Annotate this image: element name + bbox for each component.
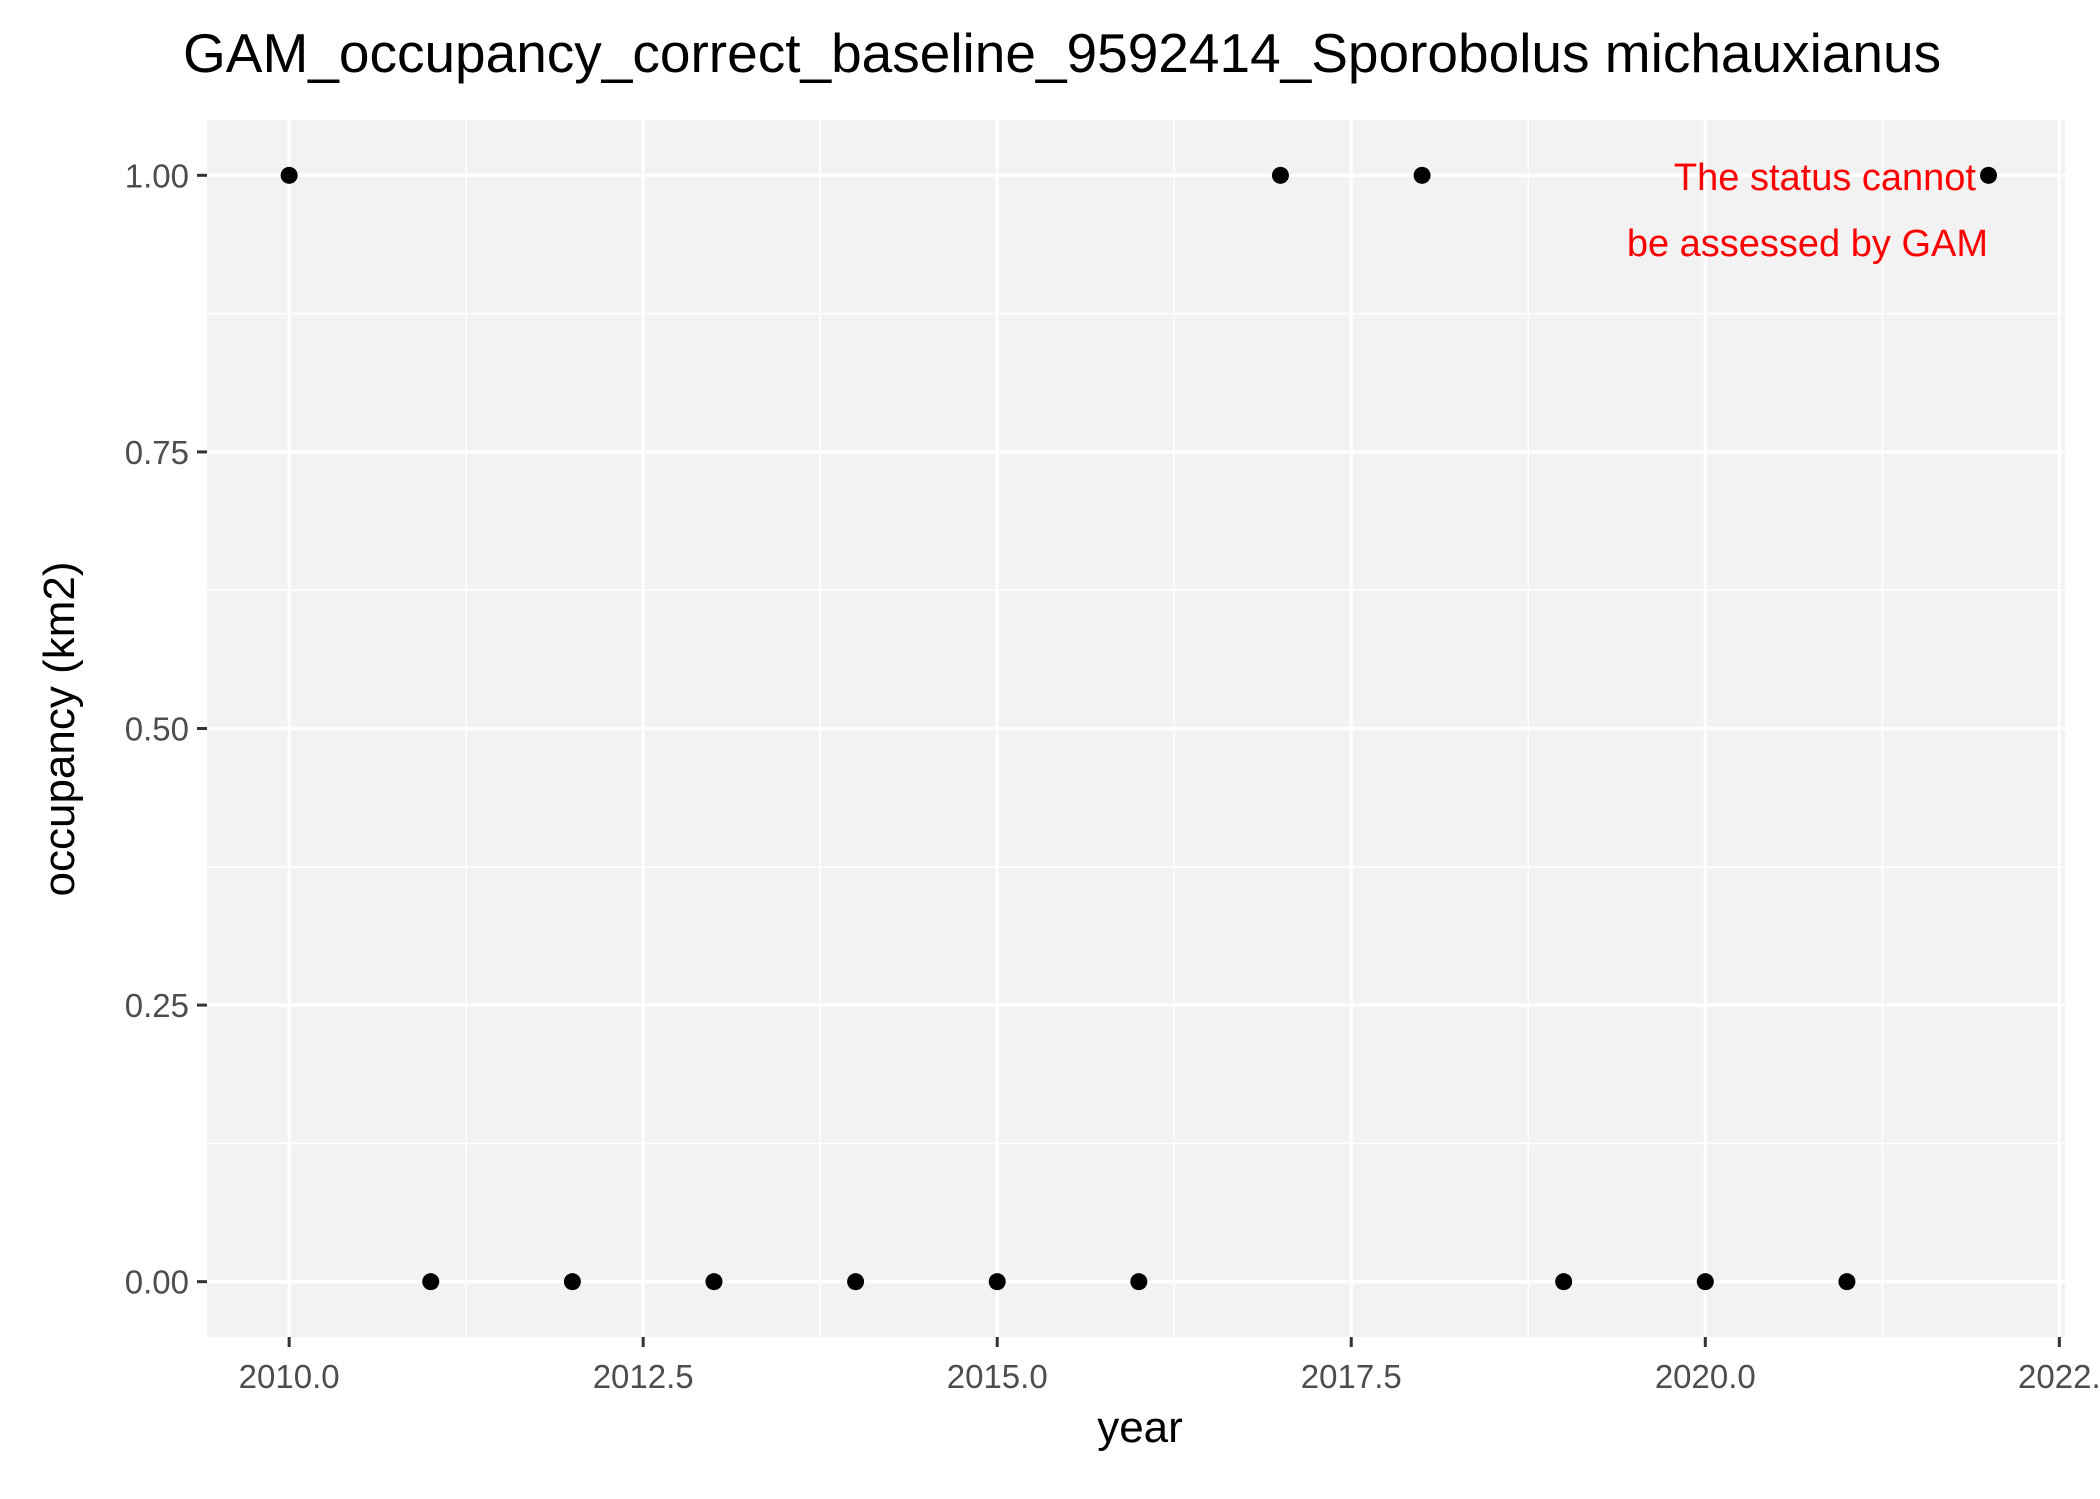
data-point <box>1130 1273 1148 1291</box>
data-point <box>705 1273 723 1291</box>
annotation-line-2: be assessed by GAM <box>1627 223 1988 265</box>
y-axis-label: occupancy (km2) <box>35 561 84 896</box>
data-point <box>1271 166 1289 184</box>
y-axis: 0.00 0.25 0.50 0.75 1.00 <box>125 157 207 1301</box>
annotation-line-1: The status cannot <box>1674 157 1977 199</box>
y-tick-label: 0.75 <box>125 434 189 471</box>
data-points <box>280 166 1998 1291</box>
data-point <box>1980 166 1998 184</box>
data-point <box>563 1273 581 1291</box>
chart-title: GAM_occupancy_correct_baseline_9592414_S… <box>183 22 1941 84</box>
data-point <box>1555 1273 1573 1291</box>
x-tick-label: 2022. <box>2018 1358 2100 1395</box>
data-point <box>1413 166 1431 184</box>
x-tick-label: 2017.5 <box>1301 1358 1402 1395</box>
y-tick-label: 1.00 <box>125 157 189 194</box>
y-tick-label: 0.25 <box>125 987 189 1024</box>
y-tick-label: 0.00 <box>125 1264 189 1301</box>
x-tick-label: 2012.5 <box>593 1358 694 1395</box>
x-tick-label: 2020.0 <box>1655 1358 1756 1395</box>
data-point <box>280 166 298 184</box>
x-axis: 2010.0 2012.5 2015.0 2017.5 2020.0 2022. <box>239 1337 2100 1395</box>
data-point <box>1838 1273 1856 1291</box>
minor-gridlines <box>207 120 2065 1337</box>
x-tick-label: 2010.0 <box>239 1358 340 1395</box>
data-point <box>988 1273 1006 1291</box>
data-point <box>847 1273 865 1291</box>
x-axis-label: year <box>1097 1403 1183 1452</box>
x-tick-label: 2015.0 <box>947 1358 1048 1395</box>
y-tick-label: 0.50 <box>125 711 189 748</box>
data-point <box>1696 1273 1714 1291</box>
data-point <box>422 1273 440 1291</box>
annotation: The status cannot be assessed by GAM <box>1627 157 1988 265</box>
